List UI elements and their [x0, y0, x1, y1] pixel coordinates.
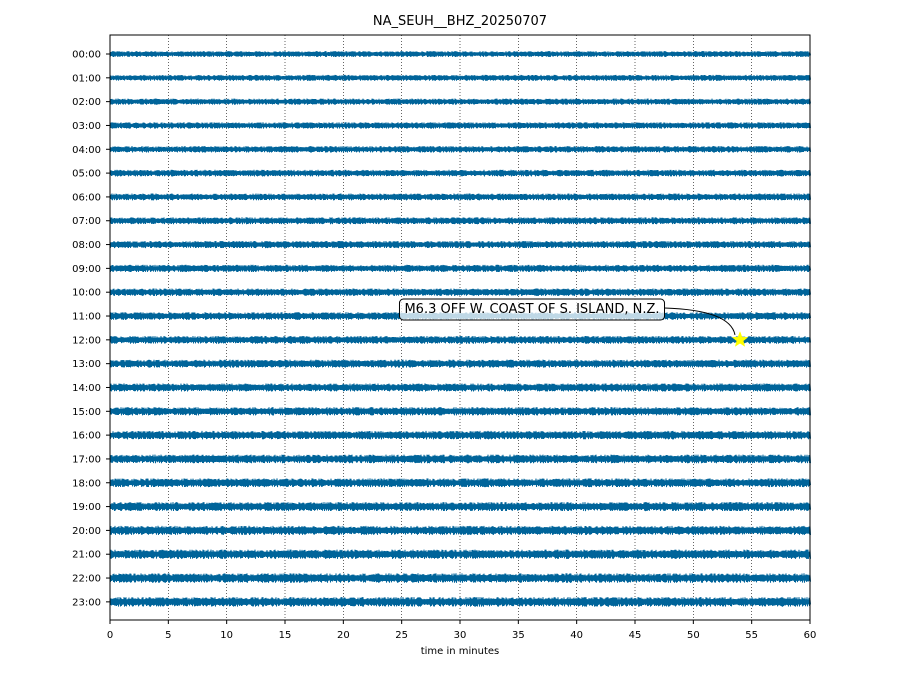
x-tick-label: 15 — [279, 630, 292, 641]
x-tick-label: 5 — [165, 630, 171, 641]
x-tick-label: 10 — [220, 630, 233, 641]
trace-1900 — [109, 502, 811, 512]
trace-0900 — [109, 264, 811, 273]
y-tick-label: 04:00 — [72, 145, 101, 156]
y-tick-label: 03:00 — [72, 121, 101, 132]
y-tick-label: 05:00 — [72, 169, 101, 180]
y-tick-label: 15:00 — [72, 407, 101, 418]
trace-2300 — [109, 597, 811, 607]
y-tick-label: 16:00 — [72, 431, 101, 442]
x-tick-label: 50 — [687, 630, 700, 641]
x-tick-label: 55 — [745, 630, 758, 641]
trace-1500 — [109, 407, 811, 416]
y-tick-label: 02:00 — [72, 97, 101, 108]
y-tick-label: 01:00 — [72, 73, 101, 84]
y-tick-label: 23:00 — [72, 597, 101, 608]
x-tick-label: 40 — [570, 630, 583, 641]
trace-0500 — [109, 169, 811, 177]
event-star-marker — [731, 331, 749, 347]
x-tick-label: 0 — [107, 630, 113, 641]
x-tick-label: 25 — [395, 630, 408, 641]
trace-0100 — [109, 74, 811, 81]
trace-0300 — [109, 122, 811, 129]
trace-1200 — [109, 335, 811, 344]
y-tick-label: 14:00 — [72, 383, 101, 394]
trace-2100 — [109, 549, 811, 559]
x-axis: 0 5 10 15 20 25 30 35 40 45 50 55 60 — [107, 620, 817, 641]
trace-0700 — [109, 217, 811, 225]
y-tick-label: 19:00 — [72, 502, 101, 513]
x-tick-label: 35 — [512, 630, 525, 641]
trace-0200 — [109, 98, 811, 105]
trace-0400 — [109, 146, 811, 153]
y-tick-label: 10:00 — [72, 288, 101, 299]
y-tick-label: 13:00 — [72, 359, 101, 370]
y-tick-label: 06:00 — [72, 192, 101, 203]
trace-2000 — [109, 525, 811, 536]
x-tick-label: 60 — [804, 630, 817, 641]
trace-1600 — [109, 430, 811, 440]
chart-title: NA_SEUH__BHZ_20250707 — [373, 14, 547, 29]
trace-0600 — [109, 193, 811, 201]
annotation-arrow — [664, 307, 736, 335]
trace-0000 — [109, 51, 811, 57]
y-tick-label: 21:00 — [72, 550, 101, 561]
trace-1800 — [109, 478, 811, 488]
y-tick-label: 07:00 — [72, 216, 101, 227]
trace-2200 — [109, 573, 811, 583]
y-tick-label: 22:00 — [72, 574, 101, 585]
y-tick-label: 18:00 — [72, 478, 101, 489]
x-tick-label: 30 — [454, 630, 467, 641]
y-axis: 00:00 01:00 02:00 03:00 04:00 05:00 06:00 07:00… — [72, 50, 110, 608]
y-tick-label: 20:00 — [72, 526, 101, 537]
trace-1700 — [109, 454, 811, 464]
y-tick-label: 09:00 — [72, 264, 101, 275]
y-tick-label: 08:00 — [72, 240, 101, 251]
y-tick-label: 17:00 — [72, 454, 101, 465]
x-tick-label: 20 — [337, 630, 350, 641]
trace-0800 — [109, 240, 811, 249]
annotation-layer: M6.3 OFF W. COAST OF S. ISLAND, N.Z. — [398, 298, 749, 347]
annotation-text: M6.3 OFF W. COAST OF S. ISLAND, N.Z. — [404, 302, 659, 317]
y-tick-label: 12:00 — [72, 335, 101, 346]
annotation-box — [398, 298, 666, 321]
trace-layer — [109, 51, 811, 607]
trace-1000 — [109, 288, 811, 296]
x-tick-label: 45 — [629, 630, 642, 641]
trace-1400 — [109, 383, 811, 392]
y-tick-label: 00:00 — [72, 50, 101, 61]
y-tick-label: 11:00 — [72, 312, 101, 323]
trace-1300 — [109, 359, 811, 368]
x-axis-label: time in minutes — [421, 646, 500, 657]
